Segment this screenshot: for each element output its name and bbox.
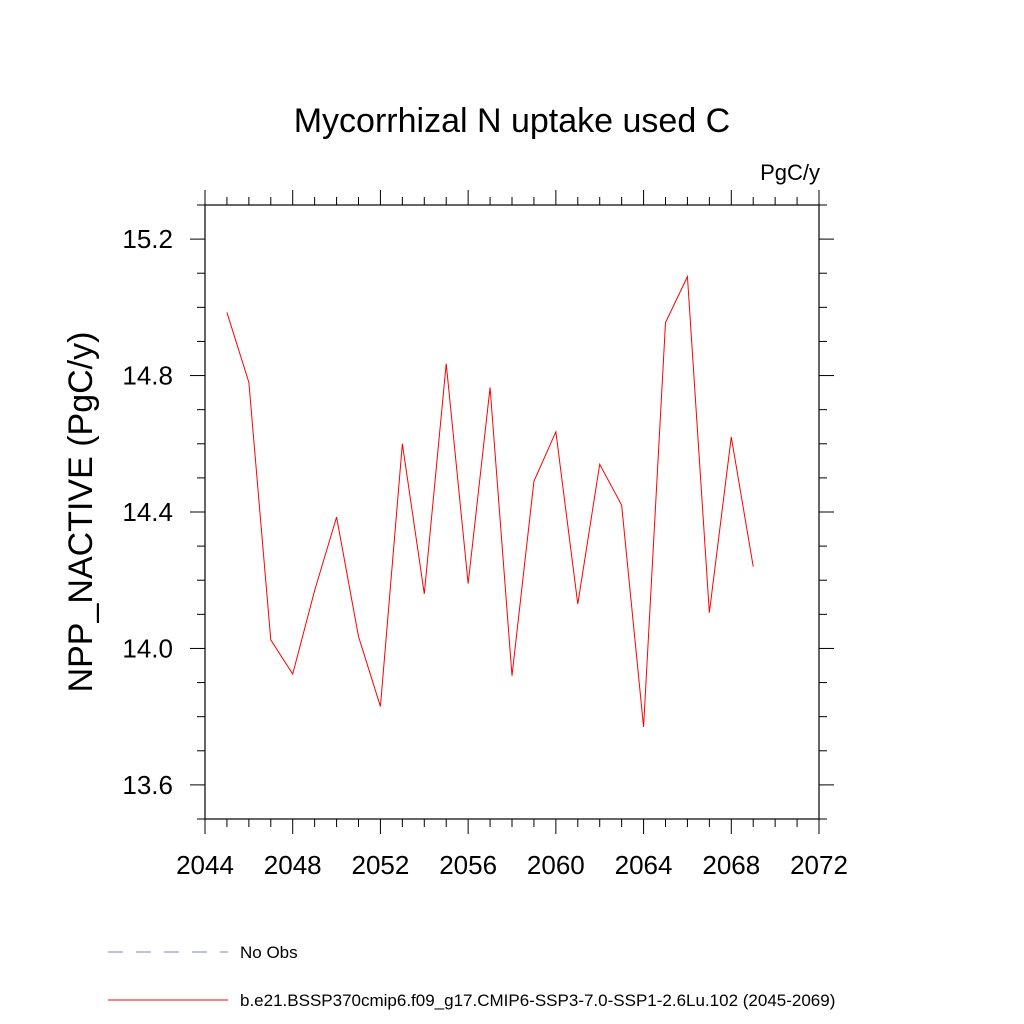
x-tick-label: 2072 — [790, 850, 848, 880]
x-tick-label: 2056 — [439, 850, 497, 880]
chart-title: Mycorrhizal N uptake used C — [294, 102, 731, 140]
legend: No Obs b.e21.BSSP370cmip6.f09_g17.CMIP6-S… — [108, 943, 835, 1010]
y-tick-label: 14.4 — [122, 497, 173, 527]
legend-label: No Obs — [240, 943, 298, 962]
y-tick-label: 15.2 — [122, 224, 173, 254]
y-tick-label: 13.6 — [122, 770, 173, 800]
series-layer — [226, 274, 754, 727]
x-tick-label: 2068 — [702, 850, 760, 880]
plot-frame — [204, 204, 820, 820]
y-axis-label: NPP_NACTIVE (PgC/y) — [62, 332, 100, 693]
x-tick-label: 2052 — [352, 850, 410, 880]
x-tick-label: 2060 — [527, 850, 585, 880]
x-tick-label: 2044 — [176, 850, 234, 880]
y-tick-label: 14.8 — [122, 361, 173, 391]
tick-labels: 2044 2048 2052 2056 2060 2064 2068 2072 13.6 14.0… — [122, 224, 848, 880]
x-tick-label: 2048 — [264, 850, 322, 880]
x-tick-label: 2064 — [615, 850, 673, 880]
units-label: PgC/y — [760, 160, 820, 185]
legend-label: b.e21.BSSP370cmip6.f09_g17.CMIP6-SSP3-7.… — [240, 991, 835, 1010]
axis-ticks — [190, 190, 834, 834]
y-tick-label: 14.0 — [122, 633, 173, 663]
series-line — [226, 274, 754, 727]
